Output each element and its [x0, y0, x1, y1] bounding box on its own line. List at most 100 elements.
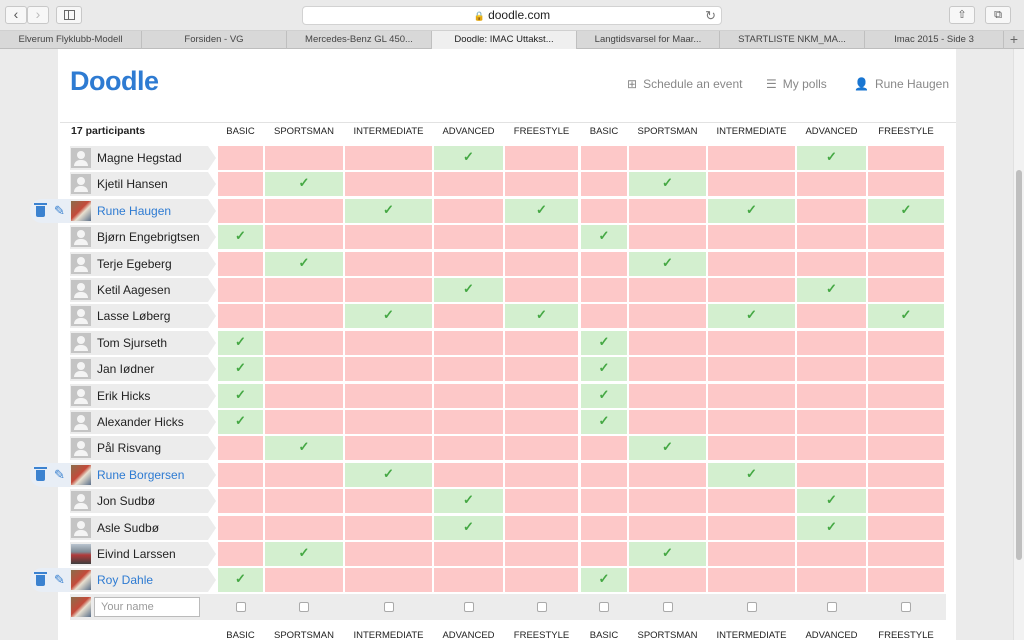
doodle-logo[interactable]: Doodle: [70, 66, 159, 96]
column-header: INTERMEDIATE: [716, 126, 787, 137]
my-polls-link[interactable]: ☰ My polls: [766, 77, 827, 91]
browser-tab[interactable]: STARTLISTE NKM_MA...: [720, 31, 865, 49]
participant-name: Bjørn Engebrigtsen: [97, 230, 200, 244]
pencil-icon[interactable]: ✎: [54, 203, 65, 218]
browser-tab[interactable]: Doodle: IMAC Uttakst...: [432, 31, 577, 49]
column-header: FREESTYLE: [878, 126, 934, 137]
vote-cell-no: [218, 172, 263, 196]
vote-cell-yes: [505, 199, 578, 223]
participant-name[interactable]: Rune Haugen: [97, 204, 172, 218]
vote-checkbox[interactable]: [663, 602, 673, 612]
vote-cell-no: [505, 357, 578, 381]
avatar: [71, 201, 91, 221]
vote-cell-no: [868, 146, 944, 170]
vote-cell-no: [708, 542, 795, 566]
participant-name-cell: Jon Sudbø: [70, 489, 216, 513]
vote-cell-no: [868, 489, 944, 513]
column-header: SPORTSMAN: [273, 126, 334, 137]
browser-tab[interactable]: Forsiden - VG: [142, 31, 287, 49]
browser-tab[interactable]: Langtidsvarsel for Maar...: [577, 31, 720, 49]
vote-checkbox[interactable]: [827, 602, 837, 612]
vote-cell-no: [868, 410, 944, 434]
vote-cell-no: [708, 516, 795, 540]
vote-cell-no: [505, 516, 578, 540]
vote-cell-no: [629, 489, 706, 513]
participant-name: Jan Iødner: [97, 362, 155, 376]
browser-tab[interactable]: Imac 2015 - Side 3: [865, 31, 1004, 49]
vote-cell-no: [581, 278, 627, 302]
vote-cell-no: [581, 146, 627, 170]
vote-cell-no: [345, 278, 432, 302]
schedule-event-link[interactable]: ⊞ Schedule an event: [627, 77, 742, 91]
vote-cell-no: [505, 410, 578, 434]
scrollbar-thumb[interactable]: [1016, 170, 1022, 560]
participant-name: Kjetil Hansen: [97, 177, 168, 191]
vote-checkbox[interactable]: [537, 602, 547, 612]
new-tab-button[interactable]: +: [1009, 31, 1019, 47]
vote-cell-no: [218, 146, 263, 170]
participant-name-cell: Terje Egeberg: [70, 252, 216, 276]
trash-icon[interactable]: [34, 467, 47, 482]
pencil-icon[interactable]: ✎: [54, 467, 65, 482]
reload-icon[interactable]: ↻: [705, 8, 716, 23]
vote-cell-no: [265, 357, 343, 381]
vote-cell-no: [345, 516, 432, 540]
vote-cell-no: [629, 278, 706, 302]
column-header: INTERMEDIATE: [353, 126, 424, 137]
address-bar[interactable]: 🔒 doodle.com ↻: [302, 6, 722, 25]
vote-checkbox[interactable]: [464, 602, 474, 612]
vote-checkbox[interactable]: [384, 602, 394, 612]
browser-tab[interactable]: Elverum Flyklubb-Modell: [0, 31, 142, 49]
vote-cell-yes: [797, 278, 866, 302]
vote-cell-yes: [345, 199, 432, 223]
vote-cell-no: [797, 252, 866, 276]
vote-cell-yes: [345, 304, 432, 328]
vote-cell-no: [434, 463, 503, 487]
avatar: [71, 570, 91, 590]
vote-checkbox[interactable]: [901, 602, 911, 612]
vote-cell-no: [629, 463, 706, 487]
vote-cell-no: [218, 199, 263, 223]
participant-name[interactable]: Rune Borgersen: [97, 468, 185, 482]
vote-cell-no: [581, 516, 627, 540]
new-entry-row: [70, 594, 946, 620]
participant-name-cell: Bjørn Engebrigtsen: [70, 225, 216, 249]
vote-cell-yes: [581, 225, 627, 249]
vote-cell-no: [345, 384, 432, 408]
avatar: [71, 518, 91, 538]
vote-cell-no: [797, 172, 866, 196]
back-button[interactable]: ‹: [5, 6, 27, 24]
vote-cell-no: [505, 146, 578, 170]
vote-cell-yes: [218, 357, 263, 381]
user-menu[interactable]: 👤 Rune Haugen: [854, 77, 949, 91]
vote-cell-no: [708, 225, 795, 249]
vote-cell-yes: [218, 568, 263, 592]
participant-name-cell: Magne Hegstad: [70, 146, 216, 170]
share-button[interactable]: ⇧: [949, 6, 975, 24]
vote-checkbox[interactable]: [747, 602, 757, 612]
pencil-icon[interactable]: ✎: [54, 572, 65, 587]
vote-checkbox[interactable]: [236, 602, 246, 612]
vote-cell-yes: [434, 516, 503, 540]
vote-checkbox[interactable]: [299, 602, 309, 612]
vote-cell-no: [434, 331, 503, 355]
vote-cell-yes: [581, 568, 627, 592]
vote-cell-yes: [218, 331, 263, 355]
vote-cell-no: [708, 410, 795, 434]
trash-icon[interactable]: [34, 203, 47, 218]
vote-cell-yes: [629, 172, 706, 196]
vote-checkbox[interactable]: [599, 602, 609, 612]
participant-name[interactable]: Roy Dahle: [97, 573, 154, 587]
participant-name-cell: Erik Hicks: [70, 384, 216, 408]
your-name-input[interactable]: [94, 597, 200, 617]
forward-button[interactable]: ›: [27, 6, 49, 24]
vote-cell-no: [265, 278, 343, 302]
tab-overview-button[interactable]: ⧉: [985, 6, 1011, 24]
avatar: [71, 359, 91, 379]
sidebar-toggle-button[interactable]: [56, 6, 82, 24]
vote-cell-no: [797, 463, 866, 487]
vote-cell-no: [629, 384, 706, 408]
browser-tab[interactable]: Mercedes-Benz GL 450...: [287, 31, 432, 49]
trash-icon[interactable]: [34, 572, 47, 587]
vote-cell-yes: [797, 146, 866, 170]
